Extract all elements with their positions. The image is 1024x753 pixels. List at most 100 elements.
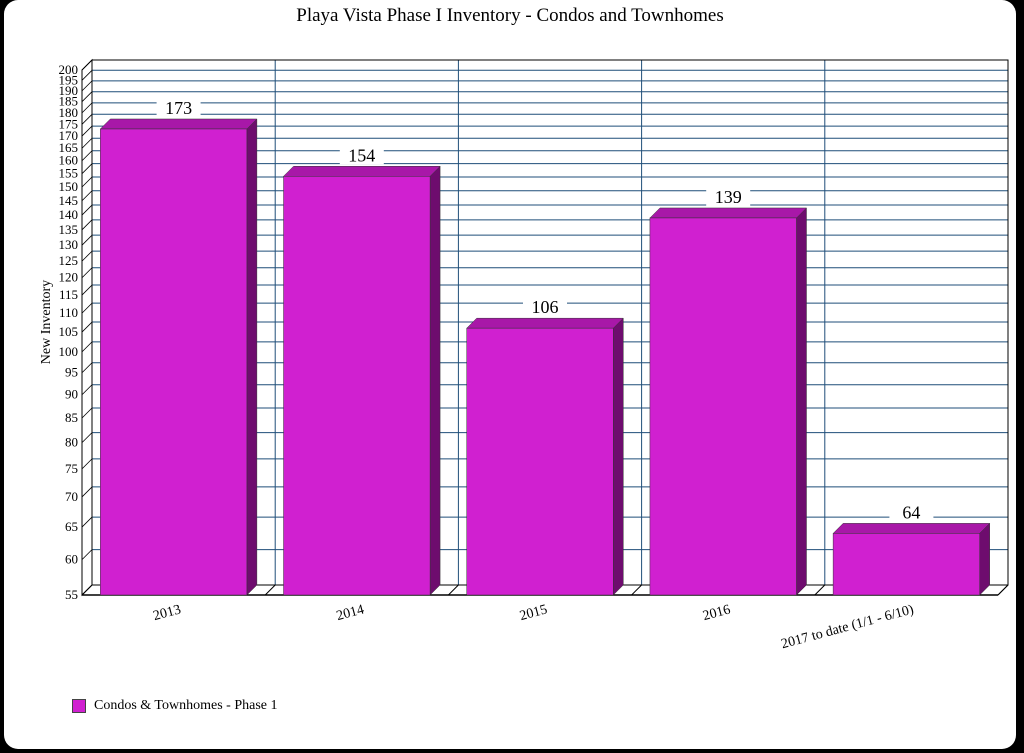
bar <box>283 176 431 596</box>
grid-wall-tick <box>81 190 93 202</box>
grid-wall-tick <box>81 302 93 314</box>
y-tick-label: 65 <box>65 519 78 534</box>
y-tick-label: 75 <box>65 461 78 476</box>
bar <box>466 327 614 596</box>
bar-top <box>99 118 258 130</box>
floor-divider <box>814 584 826 596</box>
y-tick-label: 130 <box>59 237 79 252</box>
data-label-bg <box>339 144 384 165</box>
bar-side <box>979 522 990 596</box>
legend-swatch <box>72 699 86 713</box>
grid-wall-tick <box>81 59 93 71</box>
grid-wall-tick <box>81 516 93 528</box>
y-tick-label: 95 <box>65 365 78 380</box>
legend: Condos & Townhomes - Phase 1 <box>72 698 277 714</box>
legend-label: Condos & Townhomes - Phase 1 <box>94 698 278 713</box>
bar-side <box>429 165 441 596</box>
data-label-bg <box>889 501 934 522</box>
bar-top <box>649 207 808 219</box>
y-tick-label: 155 <box>59 166 79 181</box>
x-tick-label: 2016 <box>701 602 732 624</box>
y-tick-label: 115 <box>59 287 78 302</box>
y-tick-label: 135 <box>59 222 79 237</box>
y-tick-label: 185 <box>59 94 79 109</box>
data-label-bg <box>156 96 201 117</box>
y-tick-label: 120 <box>59 270 79 285</box>
grid-wall-tick <box>81 250 93 262</box>
y-tick-label: 180 <box>59 105 79 120</box>
y-tick-label: 105 <box>59 324 79 339</box>
grid-wall-tick <box>81 486 93 498</box>
y-tick-label: 140 <box>59 207 79 222</box>
floor-right-edge <box>997 584 1009 596</box>
grid-wall-tick <box>81 219 93 231</box>
chart-frame: Playa Vista Phase I Inventory - Condos a… <box>4 0 1016 749</box>
y-tick-label: 200 <box>59 62 79 77</box>
data-label: 64 <box>902 502 920 522</box>
chart-title: Playa Vista Phase I Inventory - Condos a… <box>296 5 724 26</box>
x-tick-label: 2013 <box>152 602 183 624</box>
grid-wall-tick <box>81 407 93 419</box>
x-tick-label: 2015 <box>518 602 549 624</box>
grid-wall-tick <box>81 362 93 374</box>
grid-wall-tick <box>81 267 93 279</box>
grid-wall-tick <box>81 458 93 470</box>
y-tick-label: 190 <box>59 83 79 98</box>
floor-divider <box>264 584 276 596</box>
y-tick-label: 145 <box>59 193 79 208</box>
y-tick-label: 160 <box>59 153 79 168</box>
floor-divider <box>631 584 642 596</box>
bar-side <box>796 207 807 596</box>
data-label: 106 <box>532 297 559 317</box>
floor-divider <box>448 584 459 596</box>
data-label: 139 <box>715 187 742 207</box>
y-tick-label: 90 <box>65 387 78 402</box>
grid-wall-tick <box>81 204 93 216</box>
grid-wall-tick <box>81 284 93 296</box>
grid-wall-tick <box>81 176 93 188</box>
grid-wall-tick <box>81 102 93 114</box>
bar-top <box>832 523 991 534</box>
grid-wall-tick <box>81 549 93 560</box>
bar-chart: 5560657075808590951001051101151201251301… <box>39 58 1009 652</box>
y-tick-label: 125 <box>59 253 79 268</box>
grid-wall-tick <box>81 150 93 162</box>
y-tick-label: 110 <box>59 305 78 320</box>
grid-wall-tick <box>81 432 93 443</box>
bar <box>649 217 797 596</box>
grid-wall-tick <box>81 114 93 125</box>
bar-side <box>613 317 624 596</box>
bar-side <box>246 118 258 596</box>
bar-top <box>282 166 441 177</box>
y-axis-label: New Inventory <box>39 280 54 364</box>
grid-wall-tick <box>81 234 93 246</box>
x-tick-label: 2017 to date (1/1 - 6/10) <box>780 602 916 652</box>
y-tick-label: 70 <box>65 489 78 504</box>
x-tick-label: 2014 <box>335 602 366 624</box>
y-tick-label: 100 <box>59 344 79 359</box>
data-label-bg <box>706 185 751 206</box>
floor-divider <box>81 584 93 596</box>
y-tick-label: 60 <box>65 552 78 567</box>
y-tick-label: 150 <box>59 179 79 194</box>
grid-wall-tick <box>81 125 93 137</box>
bar <box>832 533 980 596</box>
grid-wall-tick <box>81 341 93 353</box>
bar-top <box>466 317 624 329</box>
y-tick-label: 85 <box>65 410 78 425</box>
grid-wall-tick <box>81 163 93 174</box>
data-label: 173 <box>165 98 192 118</box>
y-tick-label: 55 <box>65 587 78 602</box>
y-tick-label: 175 <box>59 116 79 131</box>
y-tick-label: 170 <box>59 128 79 143</box>
y-tick-label: 80 <box>65 435 78 450</box>
grid-wall-tick <box>81 91 93 102</box>
y-tick-label: 165 <box>59 140 79 155</box>
grid-wall-tick <box>81 384 93 396</box>
bar <box>100 128 248 596</box>
grid-wall-tick <box>81 137 93 149</box>
y-tick-label: 195 <box>59 72 79 87</box>
data-label: 154 <box>348 145 375 165</box>
grid-wall-tick <box>81 321 93 333</box>
grid-wall-tick <box>81 70 93 81</box>
